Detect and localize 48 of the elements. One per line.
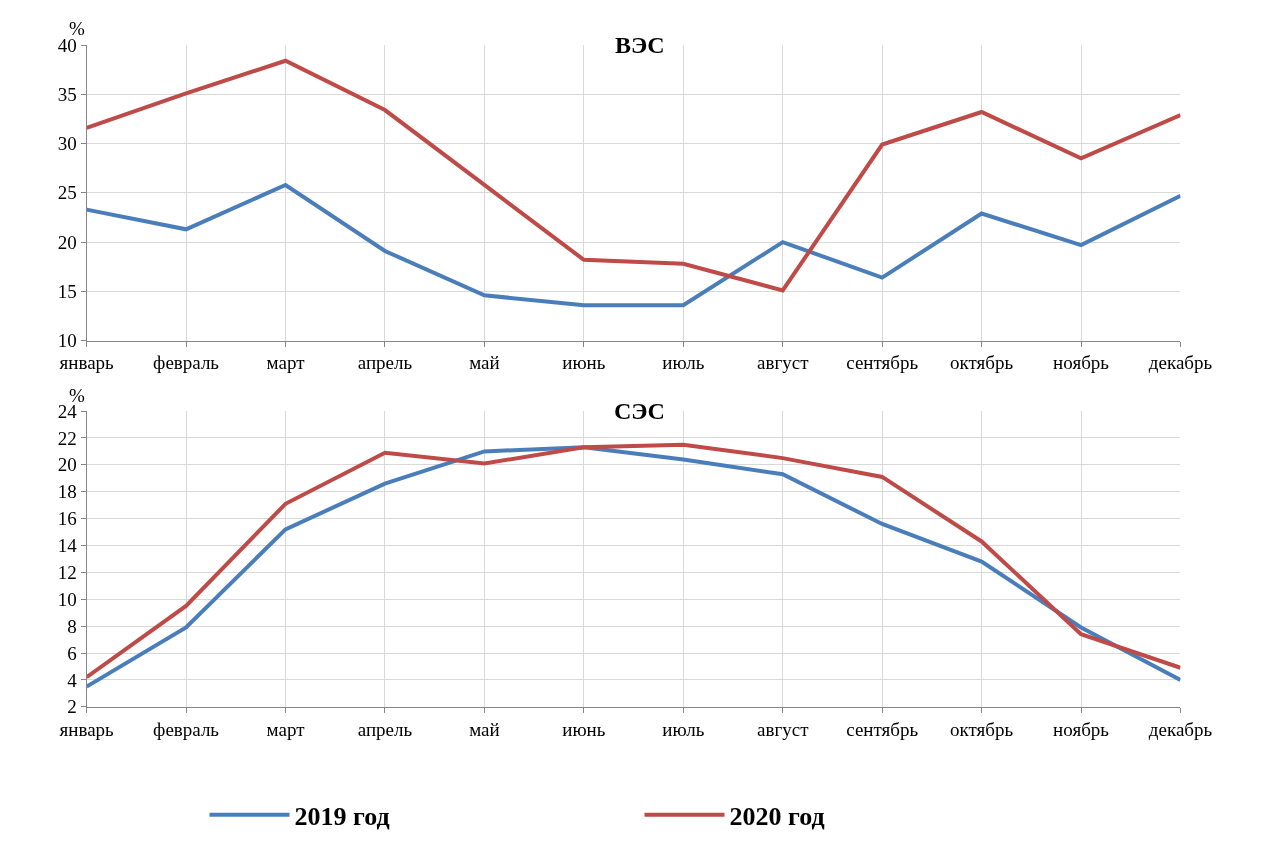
y-tick-label: 14: [57, 535, 78, 557]
chart-title: СЭС: [614, 398, 665, 424]
y-tick-label: 16: [57, 508, 77, 530]
y-tick-label: 6: [67, 642, 77, 664]
y-tick-label: 25: [57, 182, 77, 204]
x-tick-label: август: [757, 718, 810, 740]
y-tick-label: 20: [57, 231, 77, 253]
x-tick-label: февраль: [153, 352, 220, 374]
y-tick-label: 12: [57, 562, 77, 584]
y-tick-label: 4: [67, 669, 78, 691]
line-series: [86, 58, 1181, 293]
x-tick-label: ноябрь: [1053, 352, 1110, 374]
x-tick-label: декабрь: [1148, 352, 1213, 374]
y-axis-title: %: [69, 385, 85, 406]
x-tick-label: июнь: [562, 352, 606, 374]
chart-title: ВЭС: [615, 32, 665, 58]
x-tick-label: июнь: [562, 718, 606, 740]
x-tick-label: апрель: [357, 352, 413, 374]
y-tick-label: 18: [57, 481, 77, 503]
x-tick-label: октябрь: [950, 718, 1014, 740]
y-tick-label: 2: [67, 696, 77, 718]
y-tick-label: 35: [57, 83, 77, 105]
legend-label: 2019 год: [294, 801, 390, 831]
y-tick-label: 10: [57, 330, 77, 352]
y-tick-label: 10: [57, 588, 77, 610]
x-tick-label: апрель: [357, 718, 413, 740]
x-tick-label: октябрь: [950, 352, 1014, 374]
y-tick-label: 15: [57, 281, 77, 303]
x-tick-label: май: [469, 352, 500, 374]
y-tick-label: 20: [57, 454, 77, 476]
x-tick-label: июль: [662, 352, 705, 374]
y-tick-label: 30: [57, 133, 77, 155]
x-tick-label: январь: [59, 352, 115, 374]
y-tick-label: 22: [57, 427, 77, 449]
x-tick-label: май: [469, 718, 500, 740]
x-tick-label: март: [266, 352, 306, 374]
x-tick-label: январь: [59, 718, 115, 740]
legend-label: 2020 год: [729, 801, 825, 831]
x-tick-label: июль: [662, 718, 705, 740]
x-tick-label: сентябрь: [846, 718, 919, 740]
x-tick-label: март: [266, 718, 306, 740]
y-tick-label: 8: [67, 615, 77, 637]
x-tick-label: август: [757, 352, 810, 374]
x-tick-label: февраль: [153, 718, 220, 740]
line-series: [86, 182, 1181, 308]
x-tick-label: сентябрь: [846, 352, 919, 374]
x-tick-label: декабрь: [1148, 718, 1213, 740]
x-tick-label: ноябрь: [1053, 718, 1110, 740]
